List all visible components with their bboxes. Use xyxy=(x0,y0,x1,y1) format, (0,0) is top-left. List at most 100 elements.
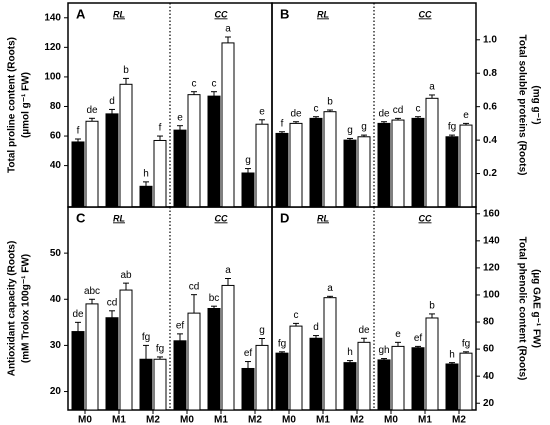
x-tick-label: M0 xyxy=(384,415,398,425)
significance-letter: g xyxy=(245,155,251,166)
bar xyxy=(105,317,119,411)
significance-letter: cd xyxy=(393,105,404,116)
bar xyxy=(289,122,303,208)
bar xyxy=(85,303,99,411)
bar xyxy=(105,113,119,208)
significance-letter: fg xyxy=(142,332,150,343)
y-tick-label: 100 xyxy=(44,72,61,83)
significance-letter: ef xyxy=(244,348,253,359)
significance-letter: c xyxy=(416,103,421,114)
significance-letter: abc xyxy=(84,286,100,297)
bar xyxy=(255,123,269,208)
bar xyxy=(445,363,459,411)
y-tick-label: 40 xyxy=(50,160,62,171)
x-tick-label: M1 xyxy=(316,415,330,425)
panel-label: A xyxy=(76,6,86,21)
y-axis-label: Total proline content (Roots) xyxy=(7,37,18,173)
x-tick-label: M2 xyxy=(146,415,160,425)
significance-letter: de xyxy=(72,309,84,320)
y-tick-label: 140 xyxy=(44,12,61,23)
group-label: CC xyxy=(215,213,228,223)
bar xyxy=(445,136,459,208)
bar xyxy=(459,124,473,208)
significance-letter: ef xyxy=(176,321,185,332)
significance-letter: h xyxy=(449,349,455,360)
group-label: CC xyxy=(215,9,228,19)
bar xyxy=(357,136,371,208)
bar xyxy=(411,117,425,208)
bar xyxy=(85,120,99,208)
y-tick-label: 120 xyxy=(483,263,500,274)
y-axis-label: (µmol g⁻¹ FW) xyxy=(21,72,32,138)
significance-letter: d xyxy=(313,322,319,333)
bar xyxy=(139,358,153,411)
significance-letter: de xyxy=(358,325,370,336)
bar xyxy=(391,119,405,208)
significance-letter: e xyxy=(259,106,265,117)
bar xyxy=(221,42,235,208)
bar xyxy=(343,139,357,208)
x-tick-label: M1 xyxy=(214,415,228,425)
significance-letter: fg xyxy=(462,338,470,349)
bar xyxy=(173,129,187,208)
y-axis-label: Total soluble proteins (Roots) xyxy=(516,35,527,176)
significance-letter: e xyxy=(463,110,469,121)
group-label: RL xyxy=(113,9,125,19)
bar xyxy=(153,139,167,208)
significance-letter: ab xyxy=(120,270,132,281)
significance-letter: a xyxy=(225,24,231,35)
y-tick-label: 80 xyxy=(483,317,495,328)
significance-letter: g xyxy=(347,125,353,136)
y-tick-label: 140 xyxy=(483,235,500,246)
bar xyxy=(377,122,391,208)
significance-letter: cd xyxy=(189,281,200,292)
y-tick-label: 20 xyxy=(483,398,495,409)
x-tick-label: M2 xyxy=(248,415,262,425)
y-tick-label: 1.0 xyxy=(483,34,497,45)
bar xyxy=(309,337,323,411)
significance-letter: g xyxy=(259,325,265,336)
x-tick-label: M0 xyxy=(282,415,296,425)
significance-letter: a xyxy=(225,265,231,276)
y-axis-label: (mg g⁻¹) xyxy=(530,85,541,124)
bar xyxy=(187,94,201,208)
bar xyxy=(221,284,235,411)
bar xyxy=(357,341,371,411)
y-tick-label: 60 xyxy=(483,344,495,355)
bar xyxy=(153,358,167,411)
y-tick-label: 0.2 xyxy=(483,168,497,179)
bar xyxy=(377,359,391,411)
group-label: RL xyxy=(113,213,125,223)
significance-letter: bc xyxy=(209,293,220,304)
y-tick-label: 80 xyxy=(50,101,62,112)
significance-letter: fg xyxy=(448,122,456,133)
bar xyxy=(71,141,85,208)
y-tick-label: 0.4 xyxy=(483,135,497,146)
bar xyxy=(343,362,357,411)
bar xyxy=(275,352,289,411)
x-tick-label: M2 xyxy=(452,415,466,425)
bar xyxy=(119,83,133,208)
y-axis-label: Antioxidant capacity (Roots) xyxy=(7,241,18,377)
panel-label: C xyxy=(76,210,86,225)
significance-letter: b xyxy=(123,65,129,76)
bar xyxy=(207,308,221,411)
bar xyxy=(289,325,303,411)
bar xyxy=(323,297,337,411)
y-tick-label: 100 xyxy=(483,290,500,301)
bar xyxy=(71,331,85,411)
bar xyxy=(391,345,405,411)
x-tick-label: M1 xyxy=(418,415,432,425)
y-tick-label: 20 xyxy=(50,386,62,397)
significance-letter: ef xyxy=(414,333,423,344)
significance-letter: c xyxy=(212,78,217,89)
y-axis-label: Total phenolic content (Roots) xyxy=(516,237,527,381)
significance-letter: fg xyxy=(278,338,286,349)
panel-label: D xyxy=(280,210,289,225)
bar xyxy=(425,97,439,208)
significance-letter: de xyxy=(290,108,302,119)
significance-letter: f xyxy=(159,123,162,134)
group-label: CC xyxy=(419,9,432,19)
y-tick-label: 30 xyxy=(50,340,62,351)
